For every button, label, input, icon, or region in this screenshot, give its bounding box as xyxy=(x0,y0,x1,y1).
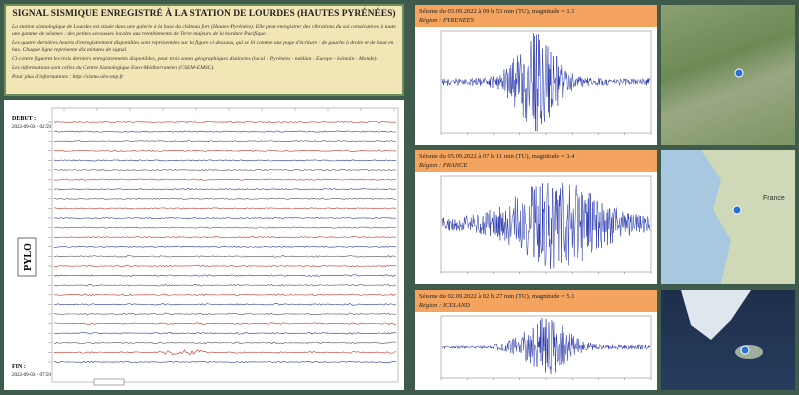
waveform xyxy=(442,33,650,131)
helicorder: DEBUT : 2022-09-03 - 02:59 FIN : 2022-09… xyxy=(4,100,404,390)
trace xyxy=(54,208,396,209)
event-title: Séisme du 05.09.2022 à 07 h 11 min (TU),… xyxy=(419,152,653,161)
land xyxy=(701,150,795,284)
paragraph: La station sismologique de Lourdes est s… xyxy=(12,24,396,38)
greenland xyxy=(681,290,751,340)
location-pin xyxy=(733,206,741,214)
trace xyxy=(54,313,396,315)
seismogram xyxy=(415,172,657,284)
trace xyxy=(54,246,396,247)
map-drawing: France xyxy=(661,150,795,284)
event-header: Séisme du 02.09.2022 à 02 h 27 min (TU),… xyxy=(415,290,657,312)
event-chart xyxy=(415,172,657,284)
location-pin xyxy=(741,346,749,354)
trace xyxy=(54,189,396,190)
event-region: Région : ICELAND xyxy=(419,301,653,310)
trace xyxy=(54,265,396,267)
map-drawing xyxy=(661,5,795,145)
trace xyxy=(54,217,396,218)
event-region: Région : PYRENEES xyxy=(419,16,653,25)
trace xyxy=(54,121,396,122)
trace xyxy=(54,275,396,277)
trace xyxy=(54,160,396,161)
event-title: Séisme du 02.09.2022 à 02 h 27 min (TU),… xyxy=(419,292,653,301)
event-title: Séisme du 03.09.2022 à 09 h 53 min (TU),… xyxy=(419,7,653,16)
start-time: 2022-09-03 - 02:59 xyxy=(12,125,51,130)
intro-panel: SIGNAL SISMIQUE ENREGISTRÉ À LA STATION … xyxy=(4,4,404,96)
page-title: SIGNAL SISMIQUE ENREGISTRÉ À LA STATION … xyxy=(12,9,396,21)
trace xyxy=(54,198,396,199)
event-chart xyxy=(415,312,657,390)
trace xyxy=(54,169,396,170)
map-label: France xyxy=(763,195,785,202)
map xyxy=(661,290,795,390)
paragraph: Les quatre dernières heures d'enregistre… xyxy=(12,40,396,54)
scale-box xyxy=(94,379,124,385)
frame xyxy=(52,108,398,382)
station: PYLO xyxy=(23,243,34,271)
event-region: Région : FRANCE xyxy=(419,161,653,170)
trace xyxy=(54,323,396,325)
waveform xyxy=(442,318,650,374)
event-chart xyxy=(415,27,657,145)
trace xyxy=(54,227,396,228)
paragraph: Ci-contre figurent les trois derniers en… xyxy=(12,56,396,63)
trace xyxy=(54,332,396,334)
trace xyxy=(54,361,396,363)
map-drawing xyxy=(661,290,795,390)
map: France xyxy=(661,150,795,284)
helicorder-panel: DEBUT : 2022-09-03 - 02:59 FIN : 2022-09… xyxy=(4,100,404,390)
trace xyxy=(54,256,396,258)
trace xyxy=(54,350,396,355)
trace xyxy=(54,179,396,180)
trace xyxy=(54,150,396,151)
event-header: Séisme du 05.09.2022 à 07 h 11 min (TU),… xyxy=(415,150,657,172)
waveform xyxy=(442,183,650,269)
paragraph: Pour plus d'informations : http://sismo.… xyxy=(12,74,396,81)
end-time: 2022-09-03 - 07:59 xyxy=(12,373,51,378)
page: SIGNAL SISMIQUE ENREGISTRÉ À LA STATION … xyxy=(0,0,799,392)
trace xyxy=(54,294,396,296)
paragraph: Les informations sont celles du Centre S… xyxy=(12,65,396,72)
event-header: Séisme du 03.09.2022 à 09 h 53 min (TU),… xyxy=(415,5,657,27)
seismogram xyxy=(415,27,657,145)
trace xyxy=(54,303,396,305)
trace xyxy=(54,284,396,286)
map xyxy=(661,5,795,145)
start-label: DEBUT : xyxy=(12,116,36,122)
location-pin xyxy=(735,69,743,77)
trace xyxy=(54,141,396,142)
end-label: FIN : xyxy=(12,364,26,370)
seismogram xyxy=(415,312,657,390)
trace xyxy=(54,131,396,132)
trace xyxy=(54,342,396,344)
trace xyxy=(54,237,396,238)
